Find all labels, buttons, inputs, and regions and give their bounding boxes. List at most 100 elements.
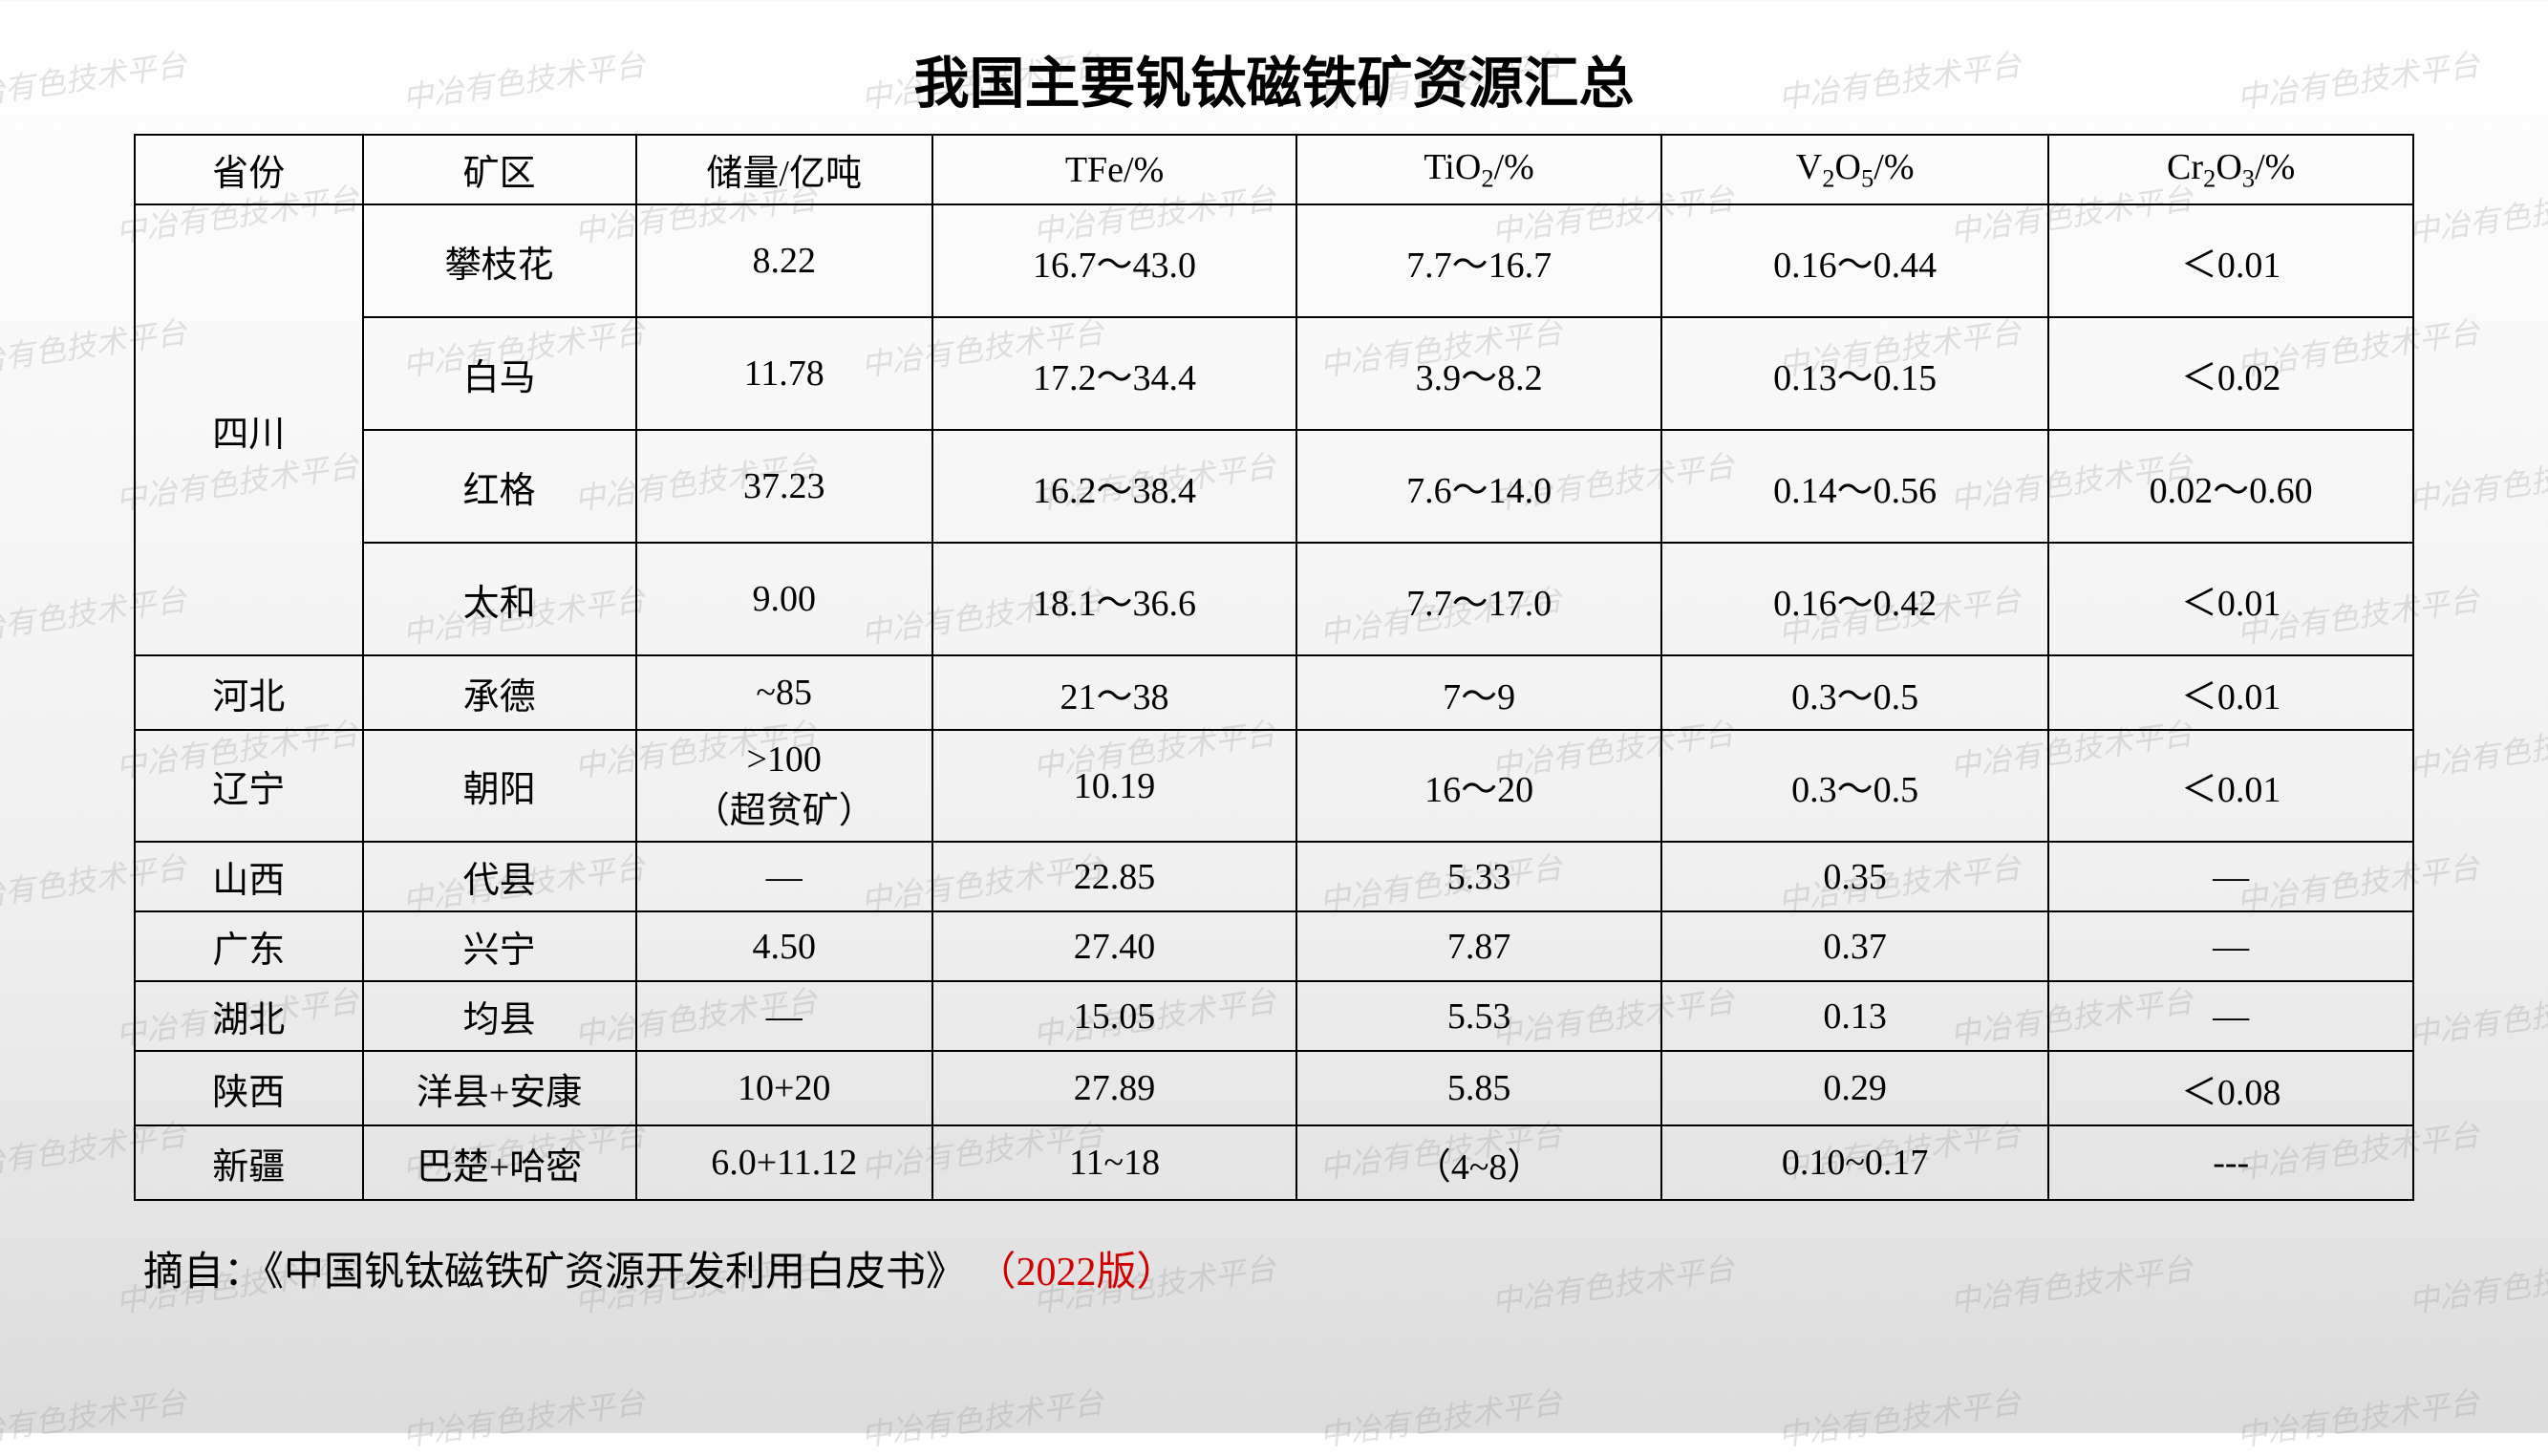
cell-tfe: 10.19 bbox=[932, 730, 1297, 842]
table-row: 湖北均县—15.055.530.13— bbox=[135, 981, 2413, 1051]
cell-reserve: 11.78 bbox=[636, 317, 932, 430]
cell-v2o5: 0.13～0.15 bbox=[1661, 317, 2048, 430]
table-row: 太和9.0018.1～36.67.7～17.00.16～0.42＜0.01 bbox=[135, 543, 2413, 655]
cell-area: 太和 bbox=[363, 543, 636, 655]
cell-tfe: 17.2～34.4 bbox=[932, 317, 1297, 430]
cell-province: 广东 bbox=[135, 911, 363, 981]
cell-cr2o3: ＜0.01 bbox=[2048, 204, 2413, 317]
cell-cr2o3: ＜0.01 bbox=[2048, 730, 2413, 842]
cell-reserve: — bbox=[636, 981, 932, 1051]
cell-reserve: 6.0+11.12 bbox=[636, 1125, 932, 1200]
cell-cr2o3: 0.02～0.60 bbox=[2048, 430, 2413, 543]
cell-cr2o3: ＜0.08 bbox=[2048, 1051, 2413, 1125]
table-row: 新疆巴楚+哈密6.0+11.1211~18（4~8）0.10~0.17--- bbox=[135, 1125, 2413, 1200]
cell-v2o5: 0.37 bbox=[1661, 911, 2048, 981]
col-header-v2o5: V2O5/% bbox=[1661, 135, 2048, 204]
cell-area: 朝阳 bbox=[363, 730, 636, 842]
col-header-area: 矿区 bbox=[363, 135, 636, 204]
cell-province: 湖北 bbox=[135, 981, 363, 1051]
cell-tfe: 27.89 bbox=[932, 1051, 1297, 1125]
cell-tio2: 7.87 bbox=[1296, 911, 1661, 981]
source-citation: 摘自：《中国钒钛磁铁矿资源开发利用白皮书》 （2022版） bbox=[134, 1239, 2414, 1297]
cell-area: 巴楚+哈密 bbox=[363, 1125, 636, 1200]
cell-tfe: 18.1～36.6 bbox=[932, 543, 1297, 655]
cell-reserve: 37.23 bbox=[636, 430, 932, 543]
cell-v2o5: 0.35 bbox=[1661, 842, 2048, 911]
watermark-text: 中冶有色技术平台 bbox=[858, 1378, 1106, 1455]
watermark-text: 中冶有色技术平台 bbox=[0, 1378, 189, 1455]
cell-reserve: 10+20 bbox=[636, 1051, 932, 1125]
table-row: 辽宁朝阳>100（超贫矿）10.1916～200.3～0.5＜0.01 bbox=[135, 730, 2413, 842]
col-header-cr2o3: Cr2O3/% bbox=[2048, 135, 2413, 204]
cell-province: 陕西 bbox=[135, 1051, 363, 1125]
cell-tio2: 7.7～16.7 bbox=[1296, 204, 1661, 317]
table-row: 红格37.2316.2～38.47.6～14.00.14～0.560.02～0.… bbox=[135, 430, 2413, 543]
col-header-tio2: TiO2/% bbox=[1296, 135, 1661, 204]
cell-v2o5: 0.16～0.42 bbox=[1661, 543, 2048, 655]
cell-tfe: 27.40 bbox=[932, 911, 1297, 981]
cell-tio2: 5.33 bbox=[1296, 842, 1661, 911]
cell-v2o5: 0.3～0.5 bbox=[1661, 730, 2048, 842]
table-row: 陕西洋县+安康10+2027.895.850.29＜0.08 bbox=[135, 1051, 2413, 1125]
watermark-text: 中冶有色技术平台 bbox=[1317, 1378, 1565, 1455]
cell-v2o5: 0.14～0.56 bbox=[1661, 430, 2048, 543]
cell-tio2: 7.6～14.0 bbox=[1296, 430, 1661, 543]
cell-area: 红格 bbox=[363, 430, 636, 543]
cell-province: 河北 bbox=[135, 655, 363, 730]
cell-v2o5: 0.29 bbox=[1661, 1051, 2048, 1125]
cell-province: 四川 bbox=[135, 204, 363, 655]
cell-cr2o3: — bbox=[2048, 911, 2413, 981]
cell-tfe: 11~18 bbox=[932, 1125, 1297, 1200]
cell-cr2o3: --- bbox=[2048, 1125, 2413, 1200]
table-row: 山西代县—22.855.330.35— bbox=[135, 842, 2413, 911]
source-prefix: 摘自：《中国钒钛磁铁矿资源开发利用白皮书》 bbox=[143, 1251, 966, 1295]
cell-area: 兴宁 bbox=[363, 911, 636, 981]
content-container: 我国主要钒钛磁铁矿资源汇总 省份 矿区 储量/亿吨 TFe/% TiO2/% V… bbox=[0, 0, 2548, 1297]
page-title: 我国主要钒钛磁铁矿资源汇总 bbox=[134, 38, 2414, 118]
cell-area: 攀枝花 bbox=[363, 204, 636, 317]
table-body: 四川攀枝花8.2216.7～43.07.7～16.70.16～0.44＜0.01… bbox=[135, 204, 2413, 1200]
cell-area: 承德 bbox=[363, 655, 636, 730]
cell-tfe: 16.7～43.0 bbox=[932, 204, 1297, 317]
table-row: 广东兴宁4.5027.407.870.37— bbox=[135, 911, 2413, 981]
cell-tio2: 5.85 bbox=[1296, 1051, 1661, 1125]
cell-cr2o3: — bbox=[2048, 981, 2413, 1051]
cell-tio2: 5.53 bbox=[1296, 981, 1661, 1051]
table-row: 四川攀枝花8.2216.7～43.07.7～16.70.16～0.44＜0.01 bbox=[135, 204, 2413, 317]
col-header-reserve: 储量/亿吨 bbox=[636, 135, 932, 204]
source-version: （2022版） bbox=[976, 1251, 1177, 1295]
cell-area: 均县 bbox=[363, 981, 636, 1051]
cell-cr2o3: ＜0.01 bbox=[2048, 543, 2413, 655]
cell-tio2: 7.7～17.0 bbox=[1296, 543, 1661, 655]
table-header-row: 省份 矿区 储量/亿吨 TFe/% TiO2/% V2O5/% Cr2O3/% bbox=[135, 135, 2413, 204]
cell-province: 山西 bbox=[135, 842, 363, 911]
cell-cr2o3: ＜0.02 bbox=[2048, 317, 2413, 430]
cell-v2o5: 0.16～0.44 bbox=[1661, 204, 2048, 317]
cell-reserve: — bbox=[636, 842, 932, 911]
cell-reserve: >100（超贫矿） bbox=[636, 730, 932, 842]
cell-tio2: 16～20 bbox=[1296, 730, 1661, 842]
resource-table: 省份 矿区 储量/亿吨 TFe/% TiO2/% V2O5/% Cr2O3/% … bbox=[134, 134, 2414, 1201]
cell-province: 辽宁 bbox=[135, 730, 363, 842]
cell-reserve: 9.00 bbox=[636, 543, 932, 655]
cell-reserve: 4.50 bbox=[636, 911, 932, 981]
cell-tfe: 16.2～38.4 bbox=[932, 430, 1297, 543]
cell-tio2: （4~8） bbox=[1296, 1125, 1661, 1200]
cell-tfe: 22.85 bbox=[932, 842, 1297, 911]
table-row: 白马11.7817.2～34.43.9～8.20.13～0.15＜0.02 bbox=[135, 317, 2413, 430]
cell-v2o5: 0.13 bbox=[1661, 981, 2048, 1051]
cell-reserve: ~85 bbox=[636, 655, 932, 730]
cell-area: 白马 bbox=[363, 317, 636, 430]
cell-tio2: 3.9～8.2 bbox=[1296, 317, 1661, 430]
cell-v2o5: 0.3～0.5 bbox=[1661, 655, 2048, 730]
cell-cr2o3: ＜0.01 bbox=[2048, 655, 2413, 730]
table-row: 河北承德~8521～387～90.3～0.5＜0.01 bbox=[135, 655, 2413, 730]
cell-area: 代县 bbox=[363, 842, 636, 911]
col-header-tfe: TFe/% bbox=[932, 135, 1297, 204]
col-header-province: 省份 bbox=[135, 135, 363, 204]
cell-tfe: 21～38 bbox=[932, 655, 1297, 730]
cell-tfe: 15.05 bbox=[932, 981, 1297, 1051]
watermark-text: 中冶有色技术平台 bbox=[399, 1378, 648, 1455]
watermark-text: 中冶有色技术平台 bbox=[2234, 1378, 2482, 1455]
cell-reserve: 8.22 bbox=[636, 204, 932, 317]
